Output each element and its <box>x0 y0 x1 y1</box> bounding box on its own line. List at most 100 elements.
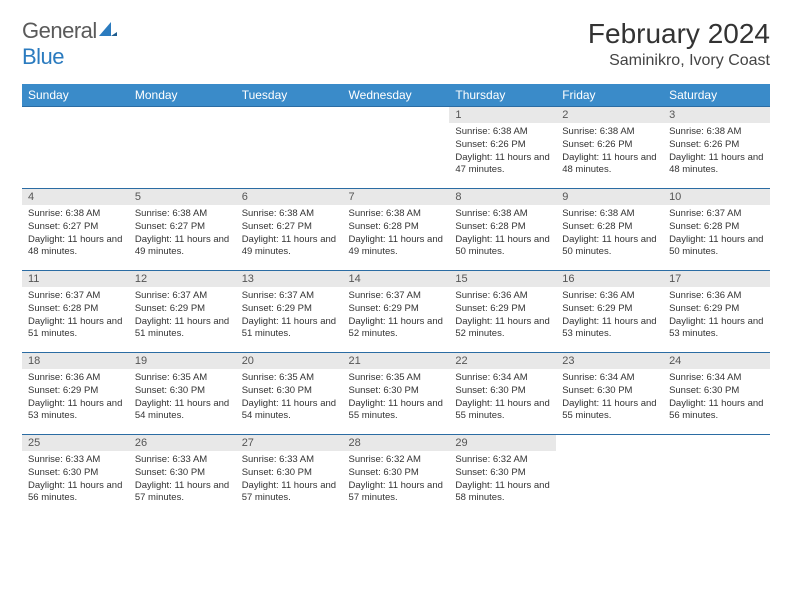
daylight-text: Daylight: 11 hours and 52 minutes. <box>455 316 550 342</box>
calendar-day-cell: 20Sunrise: 6:35 AMSunset: 6:30 PMDayligh… <box>236 353 343 435</box>
daylight-text: Daylight: 11 hours and 55 minutes. <box>562 398 657 424</box>
day-number <box>236 107 343 111</box>
calendar-day-cell: 8Sunrise: 6:38 AMSunset: 6:28 PMDaylight… <box>449 189 556 271</box>
day-number: 6 <box>236 189 343 205</box>
sunrise-text: Sunrise: 6:37 AM <box>669 208 764 221</box>
sunset-text: Sunset: 6:30 PM <box>135 467 230 480</box>
calendar-day-cell: 23Sunrise: 6:34 AMSunset: 6:30 PMDayligh… <box>556 353 663 435</box>
day-content: Sunrise: 6:34 AMSunset: 6:30 PMDaylight:… <box>556 369 663 427</box>
day-content: Sunrise: 6:34 AMSunset: 6:30 PMDaylight:… <box>449 369 556 427</box>
weekday-header: Monday <box>129 84 236 107</box>
sunset-text: Sunset: 6:29 PM <box>135 303 230 316</box>
day-number: 19 <box>129 353 236 369</box>
calendar-day-cell: 16Sunrise: 6:36 AMSunset: 6:29 PMDayligh… <box>556 271 663 353</box>
daylight-text: Daylight: 11 hours and 49 minutes. <box>135 234 230 260</box>
sunrise-text: Sunrise: 6:35 AM <box>135 372 230 385</box>
sunset-text: Sunset: 6:29 PM <box>28 385 123 398</box>
day-number: 27 <box>236 435 343 451</box>
day-number: 20 <box>236 353 343 369</box>
calendar-day-cell: 9Sunrise: 6:38 AMSunset: 6:28 PMDaylight… <box>556 189 663 271</box>
day-content: Sunrise: 6:35 AMSunset: 6:30 PMDaylight:… <box>343 369 450 427</box>
calendar-week-row: 1Sunrise: 6:38 AMSunset: 6:26 PMDaylight… <box>22 107 770 189</box>
sunrise-text: Sunrise: 6:38 AM <box>562 208 657 221</box>
day-number: 14 <box>343 271 450 287</box>
calendar-day-cell: 17Sunrise: 6:36 AMSunset: 6:29 PMDayligh… <box>663 271 770 353</box>
sunset-text: Sunset: 6:29 PM <box>455 303 550 316</box>
sunset-text: Sunset: 6:26 PM <box>562 139 657 152</box>
title-block: February 2024 Saminikro, Ivory Coast <box>588 18 770 70</box>
calendar-day-cell: 18Sunrise: 6:36 AMSunset: 6:29 PMDayligh… <box>22 353 129 435</box>
daylight-text: Daylight: 11 hours and 54 minutes. <box>242 398 337 424</box>
calendar-day-cell <box>343 107 450 189</box>
sunrise-text: Sunrise: 6:35 AM <box>242 372 337 385</box>
sunset-text: Sunset: 6:28 PM <box>669 221 764 234</box>
day-content: Sunrise: 6:38 AMSunset: 6:26 PMDaylight:… <box>556 123 663 181</box>
calendar-day-cell: 1Sunrise: 6:38 AMSunset: 6:26 PMDaylight… <box>449 107 556 189</box>
day-number: 23 <box>556 353 663 369</box>
sunset-text: Sunset: 6:30 PM <box>562 385 657 398</box>
sunrise-text: Sunrise: 6:38 AM <box>669 126 764 139</box>
weekday-header: Wednesday <box>343 84 450 107</box>
sunrise-text: Sunrise: 6:32 AM <box>349 454 444 467</box>
daylight-text: Daylight: 11 hours and 48 minutes. <box>562 152 657 178</box>
sunrise-text: Sunrise: 6:37 AM <box>28 290 123 303</box>
sunrise-text: Sunrise: 6:38 AM <box>349 208 444 221</box>
day-number: 22 <box>449 353 556 369</box>
calendar-week-row: 11Sunrise: 6:37 AMSunset: 6:28 PMDayligh… <box>22 271 770 353</box>
calendar-day-cell: 26Sunrise: 6:33 AMSunset: 6:30 PMDayligh… <box>129 435 236 517</box>
sunset-text: Sunset: 6:30 PM <box>242 467 337 480</box>
sunrise-text: Sunrise: 6:38 AM <box>135 208 230 221</box>
sunrise-text: Sunrise: 6:37 AM <box>135 290 230 303</box>
sunrise-text: Sunrise: 6:34 AM <box>562 372 657 385</box>
sunrise-text: Sunrise: 6:38 AM <box>562 126 657 139</box>
daylight-text: Daylight: 11 hours and 51 minutes. <box>28 316 123 342</box>
day-number: 10 <box>663 189 770 205</box>
sunset-text: Sunset: 6:29 PM <box>669 303 764 316</box>
calendar-day-cell: 25Sunrise: 6:33 AMSunset: 6:30 PMDayligh… <box>22 435 129 517</box>
calendar-day-cell: 10Sunrise: 6:37 AMSunset: 6:28 PMDayligh… <box>663 189 770 271</box>
day-content: Sunrise: 6:36 AMSunset: 6:29 PMDaylight:… <box>663 287 770 345</box>
sunrise-text: Sunrise: 6:36 AM <box>455 290 550 303</box>
sunset-text: Sunset: 6:30 PM <box>242 385 337 398</box>
day-number <box>129 107 236 111</box>
day-number: 3 <box>663 107 770 123</box>
day-number: 11 <box>22 271 129 287</box>
daylight-text: Daylight: 11 hours and 48 minutes. <box>28 234 123 260</box>
calendar-day-cell <box>556 435 663 517</box>
sunset-text: Sunset: 6:27 PM <box>242 221 337 234</box>
day-content: Sunrise: 6:35 AMSunset: 6:30 PMDaylight:… <box>129 369 236 427</box>
day-content: Sunrise: 6:38 AMSunset: 6:28 PMDaylight:… <box>343 205 450 263</box>
weekday-header: Sunday <box>22 84 129 107</box>
day-content: Sunrise: 6:38 AMSunset: 6:27 PMDaylight:… <box>22 205 129 263</box>
calendar-day-cell: 27Sunrise: 6:33 AMSunset: 6:30 PMDayligh… <box>236 435 343 517</box>
sunrise-text: Sunrise: 6:38 AM <box>242 208 337 221</box>
calendar-day-cell: 13Sunrise: 6:37 AMSunset: 6:29 PMDayligh… <box>236 271 343 353</box>
sunset-text: Sunset: 6:26 PM <box>455 139 550 152</box>
day-content: Sunrise: 6:35 AMSunset: 6:30 PMDaylight:… <box>236 369 343 427</box>
location-subtitle: Saminikro, Ivory Coast <box>588 52 770 70</box>
sunset-text: Sunset: 6:28 PM <box>349 221 444 234</box>
day-content: Sunrise: 6:33 AMSunset: 6:30 PMDaylight:… <box>22 451 129 509</box>
sunrise-text: Sunrise: 6:36 AM <box>28 372 123 385</box>
daylight-text: Daylight: 11 hours and 47 minutes. <box>455 152 550 178</box>
calendar-day-cell <box>129 107 236 189</box>
page-header: General Blue February 2024 Saminikro, Iv… <box>22 18 770 70</box>
day-content: Sunrise: 6:33 AMSunset: 6:30 PMDaylight:… <box>129 451 236 509</box>
calendar-day-cell <box>236 107 343 189</box>
calendar-day-cell: 2Sunrise: 6:38 AMSunset: 6:26 PMDaylight… <box>556 107 663 189</box>
day-number: 26 <box>129 435 236 451</box>
sunrise-text: Sunrise: 6:38 AM <box>455 208 550 221</box>
daylight-text: Daylight: 11 hours and 53 minutes. <box>28 398 123 424</box>
day-number: 2 <box>556 107 663 123</box>
day-number: 17 <box>663 271 770 287</box>
day-content: Sunrise: 6:37 AMSunset: 6:28 PMDaylight:… <box>663 205 770 263</box>
daylight-text: Daylight: 11 hours and 57 minutes. <box>135 480 230 506</box>
calendar-day-cell <box>22 107 129 189</box>
calendar-day-cell: 7Sunrise: 6:38 AMSunset: 6:28 PMDaylight… <box>343 189 450 271</box>
daylight-text: Daylight: 11 hours and 55 minutes. <box>455 398 550 424</box>
day-number: 9 <box>556 189 663 205</box>
calendar-day-cell: 15Sunrise: 6:36 AMSunset: 6:29 PMDayligh… <box>449 271 556 353</box>
sunset-text: Sunset: 6:29 PM <box>562 303 657 316</box>
day-content: Sunrise: 6:34 AMSunset: 6:30 PMDaylight:… <box>663 369 770 427</box>
month-title: February 2024 <box>588 18 770 50</box>
